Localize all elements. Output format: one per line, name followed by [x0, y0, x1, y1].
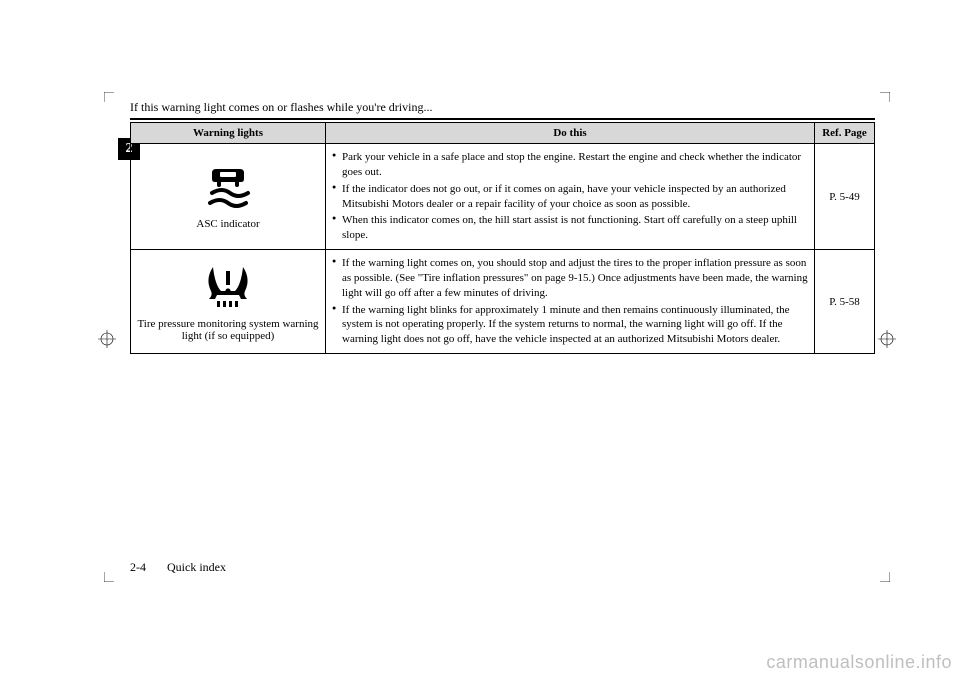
crop-mark-tl — [104, 92, 114, 102]
do-this-cell: If the warning light comes on, you shoul… — [326, 250, 815, 354]
section-title: If this warning light comes on or flashe… — [130, 100, 875, 115]
asc-indicator-icon — [198, 163, 258, 211]
page-footer: 2-4 Quick index — [130, 560, 226, 575]
do-this-item: If the warning light blinks for approxim… — [332, 303, 808, 348]
do-this-item: Park your vehicle in a safe place and st… — [332, 150, 808, 180]
page-content: If this warning light comes on or flashe… — [130, 100, 875, 354]
registration-mark-right — [878, 330, 896, 348]
do-this-cell: Park your vehicle in a safe place and st… — [326, 144, 815, 250]
warning-icon-label: ASC indicator — [137, 218, 319, 230]
th-ref-page: Ref. Page — [815, 123, 875, 144]
do-this-item: If the warning light comes on, you shoul… — [332, 256, 808, 301]
page-number: 2-4 — [130, 560, 146, 574]
do-this-item: When this indicator comes on, the hill s… — [332, 213, 808, 243]
watermark: carmanualsonline.info — [766, 652, 952, 673]
th-do-this: Do this — [326, 123, 815, 144]
ref-page-cell: P. 5-49 — [815, 144, 875, 250]
warning-icon-cell: ASC indicator — [131, 144, 326, 250]
ref-page-cell: P. 5-58 — [815, 250, 875, 354]
warning-icon-cell: Tire pressure monitoring system warning … — [131, 250, 326, 354]
table-header-row: Warning lights Do this Ref. Page — [131, 123, 875, 144]
crop-mark-tr — [880, 92, 890, 102]
do-this-item: If the indicator does not go out, or if … — [332, 182, 808, 212]
th-warning-lights: Warning lights — [131, 123, 326, 144]
table-row: Tire pressure monitoring system warning … — [131, 250, 875, 354]
tpms-icon — [199, 261, 257, 311]
warning-table: Warning lights Do this Ref. Page ASC ind… — [130, 122, 875, 354]
crop-mark-bl — [104, 572, 114, 582]
footer-section: Quick index — [167, 560, 226, 574]
table-row: ASC indicator Park your vehicle in a saf… — [131, 144, 875, 250]
title-rule — [130, 118, 875, 120]
registration-mark-left — [98, 330, 116, 348]
warning-icon-label: Tire pressure monitoring system warning … — [137, 318, 319, 342]
crop-mark-br — [880, 572, 890, 582]
